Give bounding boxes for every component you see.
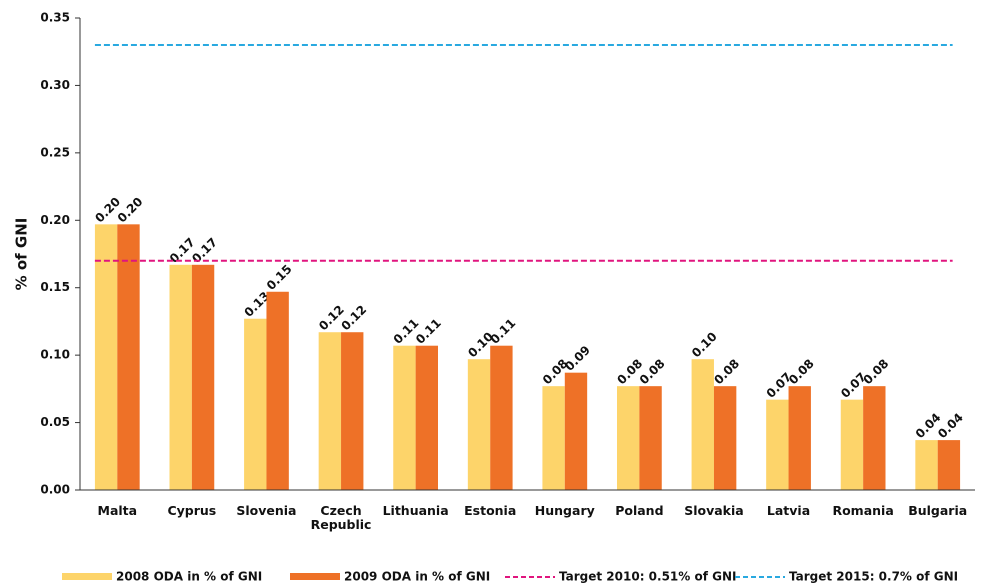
bar (266, 291, 289, 490)
bar (937, 440, 961, 490)
bar (490, 345, 513, 490)
bar (191, 264, 215, 490)
bar (840, 399, 864, 490)
y-tick-label: 0.30 (40, 78, 70, 92)
legend-label: Target 2010: 0.51% of GNI (559, 570, 736, 584)
value-label: 0.08 (861, 356, 892, 387)
value-label: 0.10 (689, 329, 720, 360)
y-tick-label: 0.35 (40, 11, 70, 25)
value-label: 0.12 (338, 302, 369, 333)
value-label: 0.11 (413, 316, 444, 347)
bar (318, 332, 342, 490)
x-tick-label: Estonia (464, 503, 517, 518)
value-label: 0.20 (92, 195, 123, 226)
bar (863, 386, 886, 490)
value-label: 0.04 (913, 410, 944, 441)
x-tick-label: Slovenia (236, 503, 297, 518)
value-label: 0.15 (264, 262, 295, 293)
bar (244, 318, 267, 490)
x-tick-label: Slovakia (684, 503, 744, 518)
x-tick-label: Hungary (534, 503, 595, 518)
value-label: 0.08 (637, 356, 668, 387)
x-tick-label: Latvia (766, 503, 811, 518)
x-tick-label: Malta (97, 503, 138, 518)
legend-swatch (62, 573, 112, 580)
value-label: 0.20 (115, 195, 146, 226)
bar (691, 359, 714, 490)
bar (169, 264, 192, 490)
y-tick-label: 0.00 (40, 483, 70, 497)
x-tick-label: Bulgaria (908, 503, 968, 518)
bar (915, 440, 938, 490)
value-label: 0.08 (614, 356, 645, 387)
y-axis-label: % of GNI (13, 218, 31, 291)
x-tick-label: Czech Republic (310, 503, 372, 532)
bar (542, 386, 565, 490)
legend-swatch (290, 573, 340, 580)
bar (415, 345, 438, 490)
y-tick-label: 0.10 (40, 348, 70, 362)
bar (788, 386, 811, 490)
bar (341, 332, 364, 490)
bar (713, 386, 737, 490)
x-tick-label: Lithuania (382, 503, 449, 518)
value-label: 0.11 (391, 316, 422, 347)
y-tick-label: 0.15 (40, 280, 70, 294)
bar (467, 359, 491, 490)
bar (393, 345, 416, 490)
legend-label: 2008 ODA in % of GNI (116, 570, 262, 584)
bar (639, 386, 662, 490)
bar (564, 372, 588, 490)
value-label: 0.08 (786, 356, 817, 387)
bar (766, 399, 789, 490)
value-label: 0.11 (488, 316, 519, 347)
x-tick-label: Poland (615, 503, 664, 518)
value-label: 0.08 (711, 356, 742, 387)
value-label: 0.12 (316, 302, 347, 333)
legend-label: Target 2015: 0.7% of GNI (789, 570, 958, 584)
x-tick-label: Romania (832, 503, 894, 518)
bar (94, 224, 118, 490)
x-tick-label: Cyprus (167, 503, 217, 518)
value-label: 0.04 (935, 410, 966, 441)
value-label: 0.09 (562, 343, 593, 374)
y-tick-label: 0.05 (40, 415, 70, 429)
y-tick-label: 0.20 (40, 213, 70, 227)
bar (617, 386, 640, 490)
bar (117, 224, 140, 490)
legend-label: 2009 ODA in % of GNI (344, 570, 490, 584)
y-tick-label: 0.25 (40, 145, 70, 159)
